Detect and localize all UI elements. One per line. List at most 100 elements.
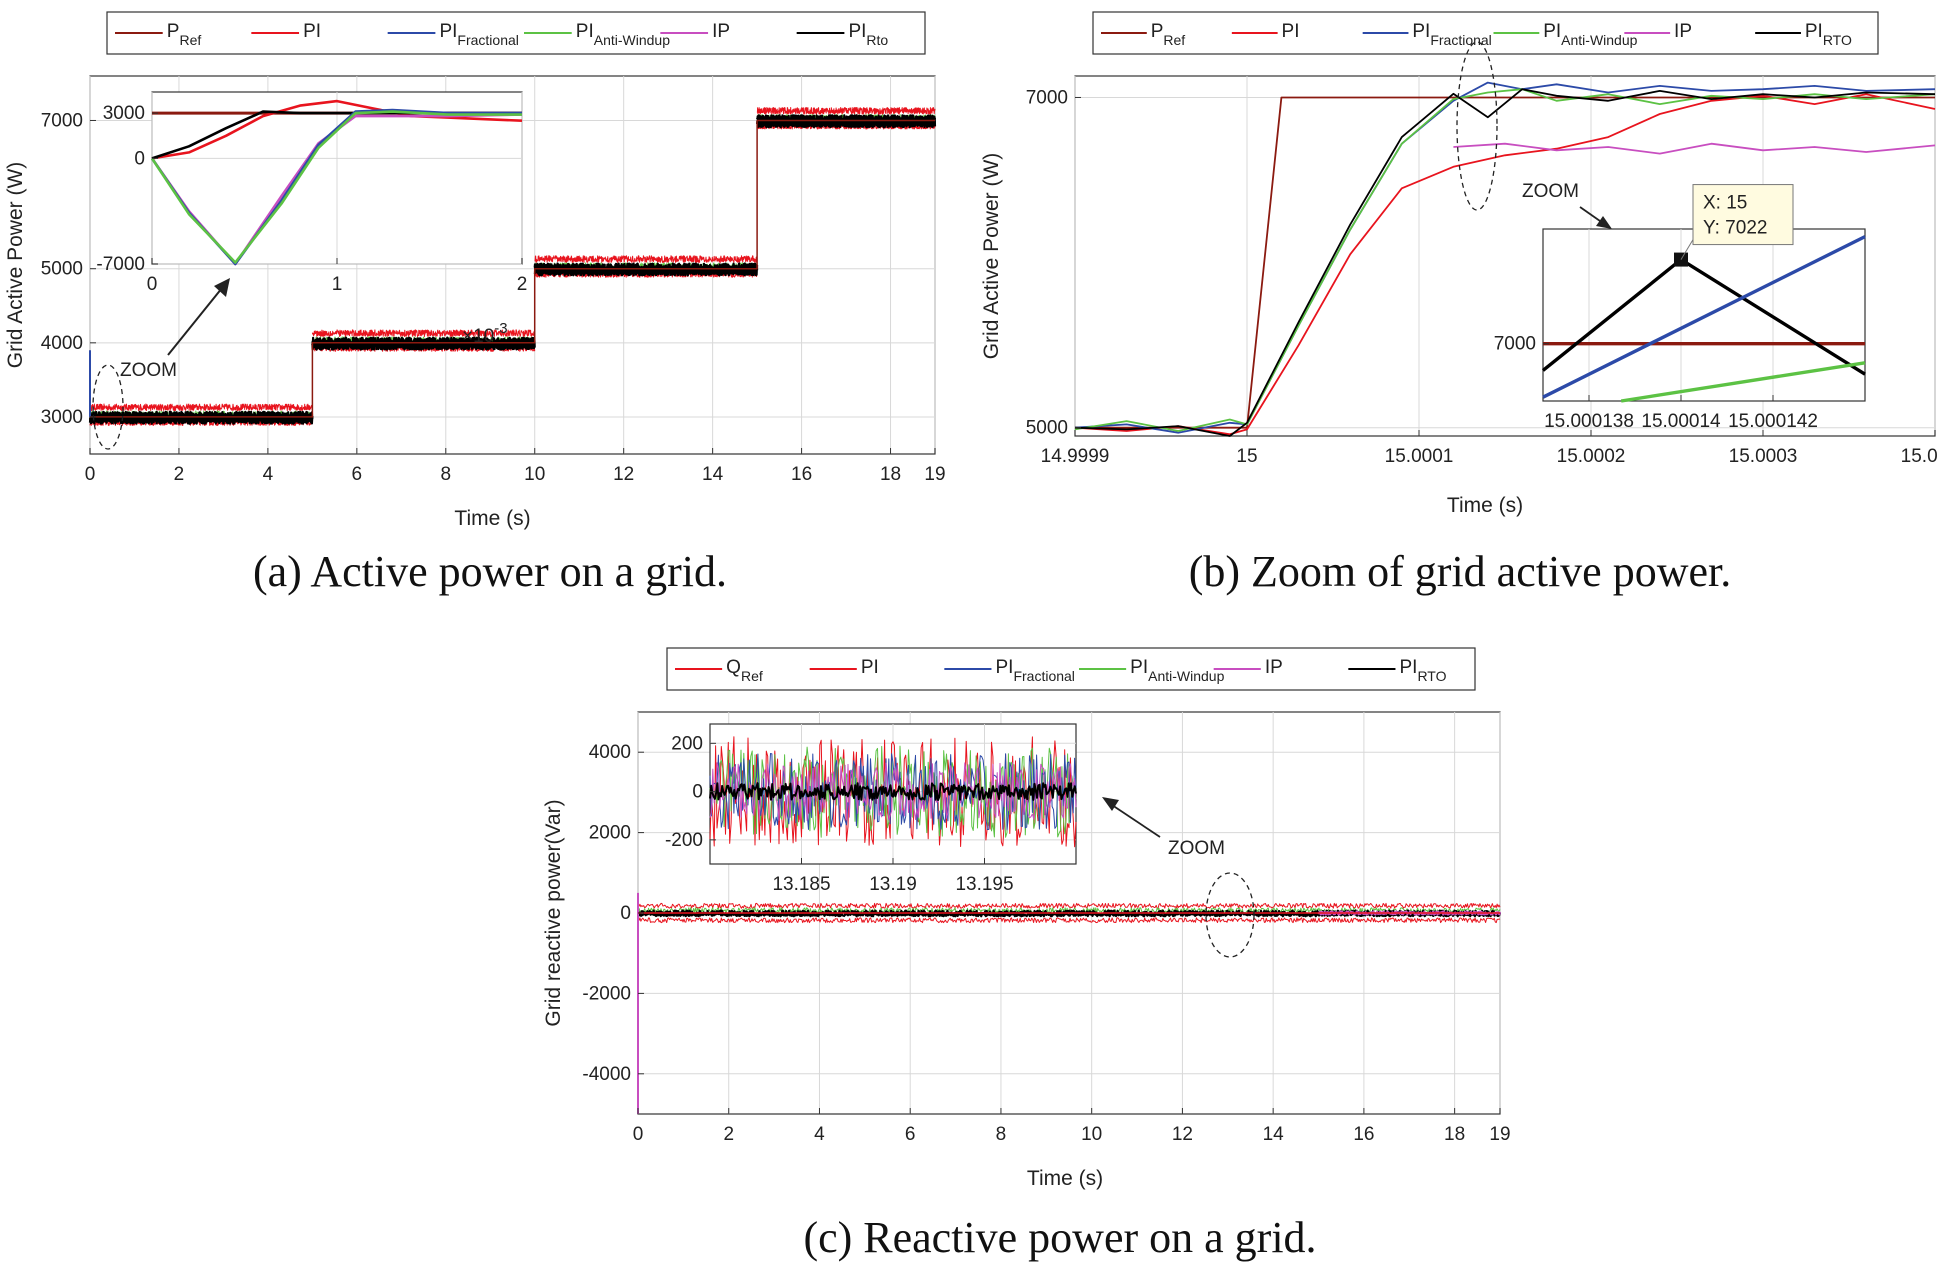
x-tick-label: 10 xyxy=(1081,1124,1102,1145)
x-tick-label: 19 xyxy=(1489,1124,1510,1145)
y-tick-label: 200 xyxy=(671,733,703,754)
x-tick-label: 16 xyxy=(1353,1124,1374,1145)
legend-label: PRef xyxy=(1151,21,1186,48)
x-tick-label: 15 xyxy=(1236,446,1257,467)
chart-b-zoom-arrow xyxy=(1579,206,1601,222)
chart-a-zoom-ellipse xyxy=(92,364,124,450)
legend-label: PIAnti-Windup xyxy=(576,21,670,48)
x-tick-label: 0 xyxy=(147,274,158,295)
legend-label: PI xyxy=(861,657,879,678)
chart-c-zoom-arrow xyxy=(1111,804,1161,838)
x-tick-label: 2 xyxy=(174,464,185,485)
chart-b-inset-trace xyxy=(1620,361,1866,403)
x-tick-label: 15.0003 xyxy=(1729,446,1798,467)
y-tick-label: -200 xyxy=(665,830,703,851)
chart-b-trace xyxy=(1074,93,1936,436)
legend-label: PIAnti-Windup xyxy=(1543,21,1637,48)
x-tick-label: 15.00014 xyxy=(1641,411,1721,432)
y-tick-label: 3000 xyxy=(41,407,83,428)
legend-label: IP xyxy=(712,21,730,42)
chart-c-zoom-label: ZOOM xyxy=(1168,838,1225,859)
y-tick-label: 5000 xyxy=(1026,418,1068,439)
y-tick-label: 7000 xyxy=(1494,334,1536,355)
chart-b-datatip-y: Y: 7022 xyxy=(1703,218,1767,239)
legend-box xyxy=(1092,11,1879,55)
x-tick-label: 12 xyxy=(613,464,634,485)
x-tick-label: 14.9999 xyxy=(1041,446,1110,467)
legend-label: PIAnti-Windup xyxy=(1130,657,1224,684)
x-tick-label: 18 xyxy=(1444,1124,1465,1145)
x-tick-label: 15.000138 xyxy=(1544,411,1634,432)
x-tick-label: 14 xyxy=(1263,1124,1285,1145)
chart-b-datatip-leader xyxy=(1680,239,1694,260)
x-tick-label: 8 xyxy=(441,464,452,485)
chart-b-zoom-label: ZOOM xyxy=(1522,181,1579,202)
x-tick-label: 8 xyxy=(996,1124,1007,1145)
chart-a-zoom-label: ZOOM xyxy=(120,360,177,381)
chart-b-trace xyxy=(1074,88,1936,432)
x-tick-label: 0 xyxy=(633,1124,644,1145)
chart-b-trace xyxy=(1453,142,1936,155)
chart-c-pi-trace xyxy=(637,902,1501,909)
legend-label: IP xyxy=(1674,21,1692,42)
chart-a-y-axis-label: Grid Active Power (W) xyxy=(4,162,27,369)
caption-c: (c) Reactive power on a grid. xyxy=(803,1213,1316,1262)
chart-b-zoom-ellipse xyxy=(1456,41,1498,211)
y-tick-label: 0 xyxy=(134,148,145,169)
legend-label: PRef xyxy=(167,21,202,48)
x-tick-label: 12 xyxy=(1172,1124,1193,1145)
chart-a-inset-trace xyxy=(151,99,523,160)
x-tick-label: 2 xyxy=(517,274,528,295)
chart-c: 0 2 4 6 8 10 12 14 16 18 19400020000-2000-4000Time… xyxy=(542,647,1511,1190)
legend-label: PI xyxy=(1282,21,1300,42)
legend-label: PIFractional xyxy=(439,21,518,48)
caption-a: (a) Active power on a grid. xyxy=(253,547,727,596)
y-tick-label: 7000 xyxy=(1026,87,1068,108)
chart-b-datatip-box xyxy=(1692,184,1794,246)
x-tick-label: 15.000142 xyxy=(1728,411,1818,432)
legend-box xyxy=(106,11,926,55)
chart-b-trace xyxy=(1074,88,1936,437)
legend-label: QRef xyxy=(726,657,763,684)
chart-a-pi-trace xyxy=(534,255,758,263)
legend-label: PIRTO xyxy=(1805,21,1852,48)
x-tick-label: 10 xyxy=(524,464,545,485)
chart-b-trace xyxy=(1074,81,1936,434)
chart-c-x-axis-label: Time (s) xyxy=(1027,1167,1103,1190)
chart-a-rto-trace xyxy=(311,339,536,351)
chart-b-zoom-arrowhead xyxy=(1596,216,1612,229)
chart-c-y-axis-label: Grid reactive power(Var) xyxy=(542,799,565,1026)
chart-a-inset-trace xyxy=(150,110,522,264)
x-tick-label: 4 xyxy=(263,464,274,485)
chart-a-pi-trace xyxy=(311,329,535,337)
chart-a-ref-line xyxy=(90,119,935,418)
caption-b: (b) Zoom of grid active power. xyxy=(1189,547,1732,596)
chart-c-zoom-ellipse xyxy=(1205,872,1255,958)
x-tick-label: 15.0001 xyxy=(1385,446,1454,467)
x-tick-label: 0 xyxy=(85,464,96,485)
chart-c-inset-rto-trace xyxy=(709,782,1077,801)
legend-label: IP xyxy=(1265,657,1283,678)
legend-box xyxy=(666,647,1476,691)
x-tick-label: 2 xyxy=(723,1124,734,1145)
chart-c-zoom-arrowhead xyxy=(1102,797,1119,811)
chart-c-rto-trace xyxy=(637,911,1501,918)
legend-label: PIFractional xyxy=(996,657,1075,684)
chart-a-zoom-arrowhead xyxy=(214,278,230,297)
chart-a-rto-trace xyxy=(533,265,759,277)
y-tick-label: 5000 xyxy=(41,259,83,280)
chart-a-pi-trace xyxy=(89,403,313,412)
y-tick-label: 4000 xyxy=(589,742,631,763)
legend-label: PI xyxy=(303,21,321,42)
chart-c-pi-trace xyxy=(637,917,1501,924)
chart-a-zoom-arrow xyxy=(167,287,223,356)
x-tick-label: 4 xyxy=(814,1124,825,1145)
chart-a-inset-x-multiplier: ×10-3 xyxy=(462,320,508,347)
y-tick-label: -7000 xyxy=(96,254,145,275)
x-tick-label: 16 xyxy=(791,464,812,485)
y-tick-label: 2000 xyxy=(589,823,631,844)
legend-label: PIFractional xyxy=(1412,21,1491,48)
